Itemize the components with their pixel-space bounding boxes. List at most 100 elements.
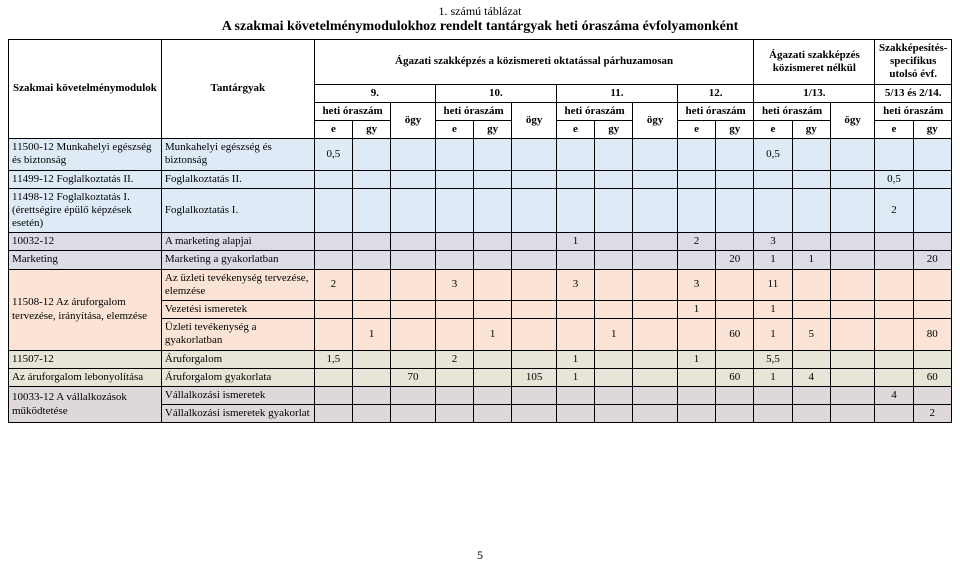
title-line-1: 1. számú táblázat (8, 4, 952, 19)
cell: 2 (913, 405, 951, 423)
cell: 11 (754, 269, 792, 300)
curriculum-table: Szakmai követelménymodulok Tantárgyak Ág… (8, 39, 952, 423)
cell: 0,5 (875, 170, 913, 188)
subject-cell: Marketing a gyakorlatban (161, 251, 314, 269)
cell: 1 (595, 319, 633, 350)
hdr-ogy-10: ögy (512, 102, 557, 138)
subject-cell: Munkahelyi egészség és biztonság (161, 139, 314, 170)
hdr-ho-11: heti óraszám (556, 102, 632, 120)
hdr-e: e (754, 120, 792, 138)
cell: 1,5 (314, 350, 352, 368)
cell: 20 (716, 251, 754, 269)
hdr-block-b: Ágazati szakképzés közismeret nélkül (754, 40, 875, 85)
subject-cell: Vállalkozási ismeretek gyakorlat (161, 405, 314, 423)
cell: 1 (353, 319, 391, 350)
cell: 2 (435, 350, 473, 368)
hdr-ho-9: heti óraszám (314, 102, 390, 120)
hdr-ogy-11: ögy (633, 102, 678, 138)
cell: 2 (875, 188, 913, 233)
hdr-block-c: Szakképesítés-specifikus utolsó évf. (875, 40, 952, 85)
cell: 3 (677, 269, 715, 300)
subject-cell: A marketing alapjai (161, 233, 314, 251)
cell: 4 (792, 368, 830, 386)
header-row-1: Szakmai követelménymodulok Tantárgyak Ág… (9, 40, 952, 85)
cell: 1 (754, 319, 792, 350)
module-cell: 11508-12 Az áruforgalom tervezése, irány… (9, 269, 162, 350)
cell: 2 (314, 269, 352, 300)
cell: 1 (677, 350, 715, 368)
hdr-g11: 11. (556, 84, 677, 102)
subject-cell: Az üzleti tevékenység tervezése, elemzés… (161, 269, 314, 300)
module-cell: Marketing (9, 251, 162, 269)
cell: 105 (512, 368, 557, 386)
page-number: 5 (0, 548, 960, 563)
hdr-ogy-9: ögy (391, 102, 436, 138)
cell: 1 (556, 233, 594, 251)
hdr-e: e (556, 120, 594, 138)
cell: 4 (875, 386, 913, 404)
hdr-gy: gy (913, 120, 951, 138)
module-cell: Az áruforgalom lebonyolítása (9, 368, 162, 386)
table-row: 11508-12 Az áruforgalom tervezése, irány… (9, 269, 952, 300)
cell: 1 (556, 368, 594, 386)
hdr-gy: gy (595, 120, 633, 138)
cell: 70 (391, 368, 436, 386)
hdr-subject: Tantárgyak (161, 40, 314, 139)
subject-cell: Áruforgalom gyakorlata (161, 368, 314, 386)
table-row: Az áruforgalom lebonyolítása Áruforgalom… (9, 368, 952, 386)
subject-cell: Üzleti tevékenység a gyakorlatban (161, 319, 314, 350)
module-cell: 11499-12 Foglalkoztatás II. (9, 170, 162, 188)
hdr-block-a: Ágazati szakképzés a közismereti oktatás… (314, 40, 754, 85)
title-line-2: A szakmai követelménymodulokhoz rendelt … (8, 19, 952, 35)
module-cell: 11500-12 Munkahelyi egészség és biztonsá… (9, 139, 162, 170)
cell: 1 (754, 368, 792, 386)
cell: 60 (716, 319, 754, 350)
hdr-e: e (435, 120, 473, 138)
hdr-gy: gy (792, 120, 830, 138)
subject-cell: Vezetési ismeretek (161, 301, 314, 319)
hdr-g12: 12. (677, 84, 753, 102)
hdr-ho-12: heti óraszám (677, 102, 753, 120)
subject-cell: Foglalkoztatás II. (161, 170, 314, 188)
subject-cell: Áruforgalom (161, 350, 314, 368)
hdr-g10: 10. (435, 84, 556, 102)
subject-cell: Foglalkoztatás I. (161, 188, 314, 233)
hdr-ho-113: heti óraszám (754, 102, 830, 120)
hdr-e: e (677, 120, 715, 138)
module-cell: 10032-12 (9, 233, 162, 251)
cell: 80 (913, 319, 951, 350)
hdr-gy: gy (474, 120, 512, 138)
hdr-ho-513: heti óraszám (875, 102, 952, 120)
cell: 1 (474, 319, 512, 350)
cell: 20 (913, 251, 951, 269)
cell: 1 (677, 301, 715, 319)
hdr-e: e (314, 120, 352, 138)
cell: 3 (556, 269, 594, 300)
cell: 3 (754, 233, 792, 251)
table-row: 11499-12 Foglalkoztatás II. Foglalkoztat… (9, 170, 952, 188)
subject-cell: Vállalkozási ismeretek (161, 386, 314, 404)
cell: 2 (677, 233, 715, 251)
cell: 0,5 (754, 139, 792, 170)
cell: 5,5 (754, 350, 792, 368)
cell: 1 (792, 251, 830, 269)
table-row: 11507-12 Áruforgalom 1,5 2 1 1 5,5 (9, 350, 952, 368)
table-row: 10033-12 A vállalkozások működtetése Vál… (9, 386, 952, 404)
table-row: 10032-12 A marketing alapjai 1 2 3 (9, 233, 952, 251)
module-cell: 11498-12 Foglalkoztatás I. (érettségire … (9, 188, 162, 233)
hdr-g9: 9. (314, 84, 435, 102)
page: 1. számú táblázat A szakmai követelménym… (0, 0, 960, 565)
hdr-gy: gy (353, 120, 391, 138)
cell: 3 (435, 269, 473, 300)
hdr-g513: 5/13 és 2/14. (875, 84, 952, 102)
cell: 5 (792, 319, 830, 350)
table-row: Marketing Marketing a gyakorlatban 20 1 … (9, 251, 952, 269)
cell: 0,5 (314, 139, 352, 170)
cell: 1 (754, 301, 792, 319)
hdr-gy: gy (716, 120, 754, 138)
hdr-ho-10: heti óraszám (435, 102, 511, 120)
hdr-ogy-113: ögy (830, 102, 875, 138)
cell: 1 (754, 251, 792, 269)
module-cell: 10033-12 A vállalkozások működtetése (9, 386, 162, 422)
cell: 60 (913, 368, 951, 386)
